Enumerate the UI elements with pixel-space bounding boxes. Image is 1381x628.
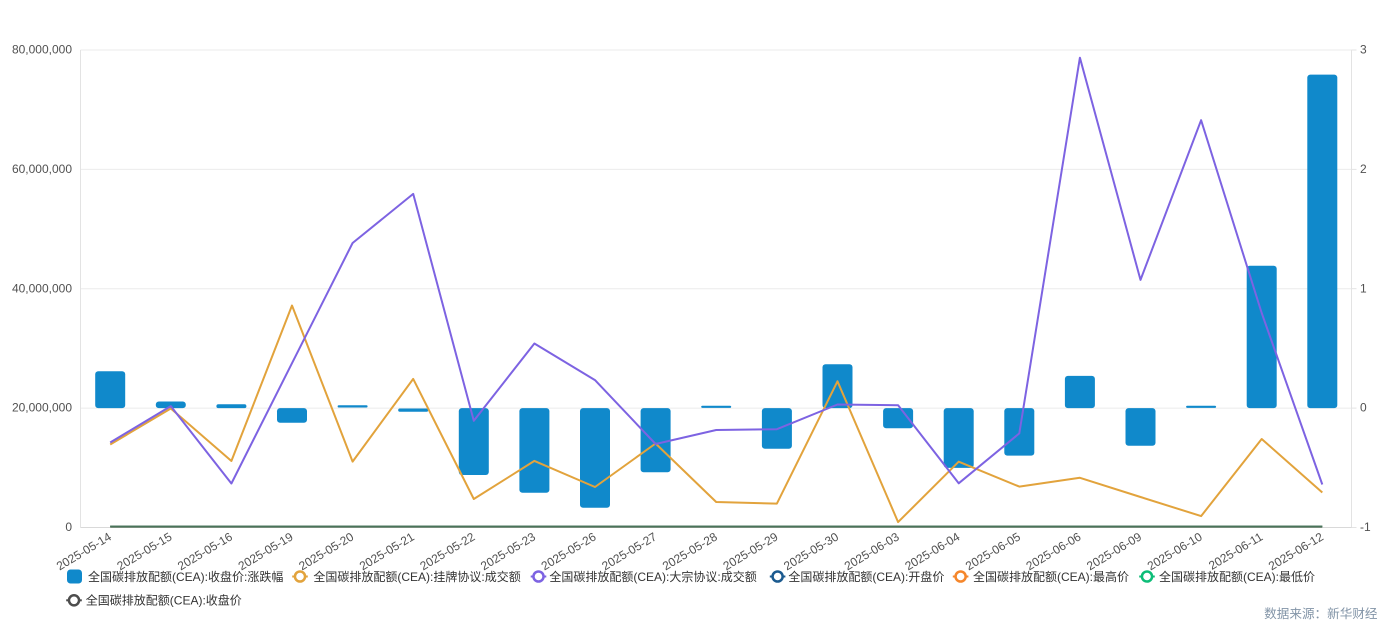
svg-text:0: 0: [1360, 401, 1367, 415]
svg-text:20,000,000: 20,000,000: [12, 401, 72, 415]
svg-text:数据来源：新华财经: 数据来源：新华财经: [1264, 606, 1378, 621]
svg-text:全国碳排放配额(CEA):挂牌协议:成交额: 全国碳排放配额(CEA):挂牌协议:成交额: [313, 569, 520, 584]
svg-text:全国碳排放配额(CEA):大宗协议:成交额: 全国碳排放配额(CEA):大宗协议:成交额: [549, 569, 756, 584]
svg-text:3: 3: [1360, 43, 1367, 57]
svg-text:全国碳排放配额(CEA):最高价: 全国碳排放配额(CEA):最高价: [973, 569, 1129, 584]
svg-text:-1: -1: [1360, 520, 1371, 534]
svg-text:0: 0: [65, 520, 72, 534]
svg-text:1: 1: [1360, 281, 1367, 295]
svg-text:全国碳排放配额(CEA):收盘价: 全国碳排放配额(CEA):收盘价: [86, 593, 242, 608]
svg-text:40,000,000: 40,000,000: [12, 281, 72, 295]
svg-text:80,000,000: 80,000,000: [12, 43, 72, 57]
svg-text:2: 2: [1360, 162, 1367, 176]
svg-text:60,000,000: 60,000,000: [12, 162, 72, 176]
svg-text:全国碳排放配额(CEA):收盘价:涨跌幅: 全国碳排放配额(CEA):收盘价:涨跌幅: [88, 569, 283, 584]
svg-text:全国碳排放配额(CEA):最低价: 全国碳排放配额(CEA):最低价: [1159, 569, 1315, 584]
svg-text:全国碳排放配额(CEA):开盘价: 全国碳排放配额(CEA):开盘价: [788, 569, 944, 584]
